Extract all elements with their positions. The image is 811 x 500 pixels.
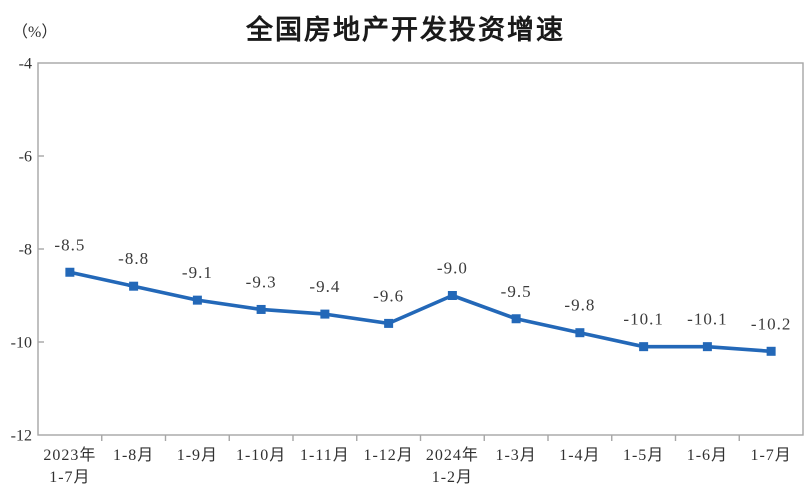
data-point-marker [65,267,75,277]
data-point-marker [192,295,202,305]
data-point-label: -9.4 [309,277,340,296]
x-tick-label: 2023年 [43,446,96,464]
series-line [68,270,773,354]
plot-border [37,62,804,436]
x-tick-label: 1-6月 [687,447,728,464]
x-tick-label: 1-5月 [623,447,664,464]
data-point-label: -9.3 [246,272,277,291]
y-tick-label: -4 [19,56,32,73]
x-tick-label: 2024年 [426,446,479,464]
data-point-marker [575,328,585,338]
x-tick-label: 1-7月 [49,469,90,486]
x-tick-label: 1-8月 [113,447,154,464]
y-axis-unit-label: （%） [12,24,58,41]
data-point-marker [129,281,139,291]
x-tick-label: 1-4月 [559,447,600,464]
x-tick-label: 1-11月 [300,447,350,464]
y-tick-label: -10 [11,335,32,352]
x-tick-label: 1-3月 [495,447,536,464]
data-point-marker [447,291,457,300]
y-tick-label: -8 [19,242,32,259]
data-point-label: -10.1 [623,310,663,329]
chart-title: 全国房地产开发投资增速 [246,15,565,45]
data-point-marker [639,342,649,352]
data-point-label: -9.5 [501,282,532,301]
data-point-label: -10.1 [687,310,727,329]
data-point-label: -8.8 [118,249,149,268]
data-point-marker [384,318,394,328]
data-point-marker [766,346,776,356]
data-point-label: -9.6 [373,286,404,305]
x-tick-label: 1-7月 [750,447,791,464]
x-tick-label: 1-2月 [432,469,473,486]
y-tick-label: -12 [11,428,32,445]
data-point-marker [320,309,330,319]
data-point-marker [702,342,712,352]
data-point-label: -9.0 [437,259,468,278]
data-point-label: -8.5 [54,235,85,254]
x-tick-label: 1-12月 [363,447,413,464]
data-point-label: -10.2 [751,314,791,333]
data-point-marker [256,304,266,314]
data-point-label: -9.1 [182,263,213,282]
x-tick-label: 1-10月 [236,447,286,464]
data-point-marker [511,314,521,324]
y-tick-label: -6 [19,149,32,166]
data-point-label: -9.8 [564,296,595,315]
x-tick-label: 1-9月 [177,447,218,464]
